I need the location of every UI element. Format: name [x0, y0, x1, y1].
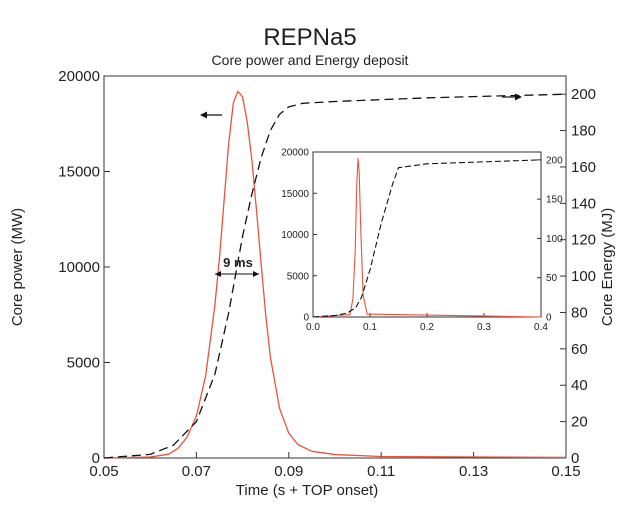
inset-energy-line [312, 159, 542, 318]
inset-x-tick-label: 0.1 [363, 322, 377, 333]
inset-y-tick-label: 15000 [281, 189, 309, 200]
y2-tick-label: 120 [571, 232, 596, 249]
inset-x-tick-label: 0.3 [477, 322, 491, 333]
inset-y-tick-label: 20000 [281, 148, 309, 159]
inset-ticks: 0.0 0.1 0.2 0.3 0.40500010000150002000005010… [281, 148, 563, 334]
y-tick-label: 15000 [58, 164, 100, 181]
inset-y2-tick-label: 200 [546, 155, 563, 166]
inset-plot-area [312, 151, 542, 318]
y2-tick-label: 40 [571, 377, 588, 394]
y2-tick-label: 60 [571, 341, 588, 358]
y-tick-label: 5000 [67, 355, 100, 372]
x-axis-label: Time (s + TOP onset) [236, 482, 378, 499]
inset-x-tick-label: 0.0 [306, 322, 320, 333]
inset-y-tick-label: 10000 [281, 230, 309, 241]
y2-tick-label: 0 [571, 450, 579, 467]
y-tick-label: 0 [92, 450, 100, 467]
x-tick-label: 0.13 [459, 463, 488, 480]
fwhm-label: 9 ms [223, 255, 253, 270]
inset-series [312, 158, 542, 318]
energy-line [103, 93, 567, 459]
inset-y-tick-label: 0 [303, 313, 309, 324]
x-tick-label: 0.05 [89, 463, 118, 480]
y2-tick-label: 20 [571, 414, 588, 431]
power-arrow [200, 111, 222, 119]
x-tick-label: 0.15 [551, 463, 580, 480]
y2-tick-label: 80 [571, 304, 588, 321]
x-tick-label: 0.09 [274, 463, 303, 480]
y2-tick-label: 160 [571, 159, 596, 176]
fwhm-annotation: 9 ms [215, 255, 259, 277]
inset-plot-frame [312, 151, 542, 318]
inset-x-tick-label: 0.2 [420, 322, 434, 333]
main-ticks: 0.05 0.07 0.09 0.11 0.13 0.150500010000150002… [58, 68, 596, 480]
y2-tick-label: 100 [571, 268, 596, 285]
x-tick-label: 0.11 [367, 463, 395, 480]
y2-tick-label: 180 [571, 123, 596, 140]
inset-y2-tick-label: 150 [546, 195, 563, 206]
y-axis-label: Core power (MW) [9, 208, 26, 326]
inset-power-line [312, 158, 542, 318]
y-tick-label: 10000 [58, 259, 100, 276]
inset-y-tick-label: 5000 [287, 271, 310, 282]
y2-axis-label: Core Energy (MJ) [599, 208, 616, 326]
chart-subtitle: Core power and Energy deposit [212, 52, 409, 68]
y2-tick-label: 140 [571, 195, 596, 212]
x-tick-label: 0.07 [182, 463, 211, 480]
inset-x-tick-label: 0.4 [534, 322, 548, 333]
inset-y2-tick-label: 50 [546, 273, 558, 284]
main-series [103, 90, 567, 459]
inset-y2-tick-label: 0 [546, 313, 552, 324]
inset-y2-tick-label: 100 [546, 234, 563, 245]
power-line [103, 90, 567, 459]
chart-title: REPNa5 [263, 24, 356, 51]
y2-tick-label: 200 [571, 86, 596, 103]
y-tick-label: 20000 [58, 68, 100, 85]
energy-arrow [502, 93, 522, 101]
